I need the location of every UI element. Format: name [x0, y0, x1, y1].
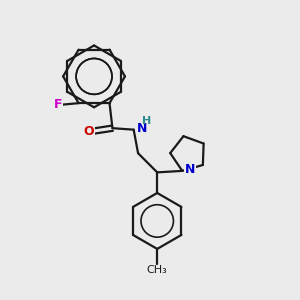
Text: H: H	[142, 116, 152, 126]
Text: O: O	[84, 124, 94, 138]
Text: F: F	[54, 98, 62, 111]
Text: CH₃: CH₃	[147, 265, 168, 275]
Text: N: N	[136, 122, 147, 135]
Text: N: N	[184, 163, 195, 176]
